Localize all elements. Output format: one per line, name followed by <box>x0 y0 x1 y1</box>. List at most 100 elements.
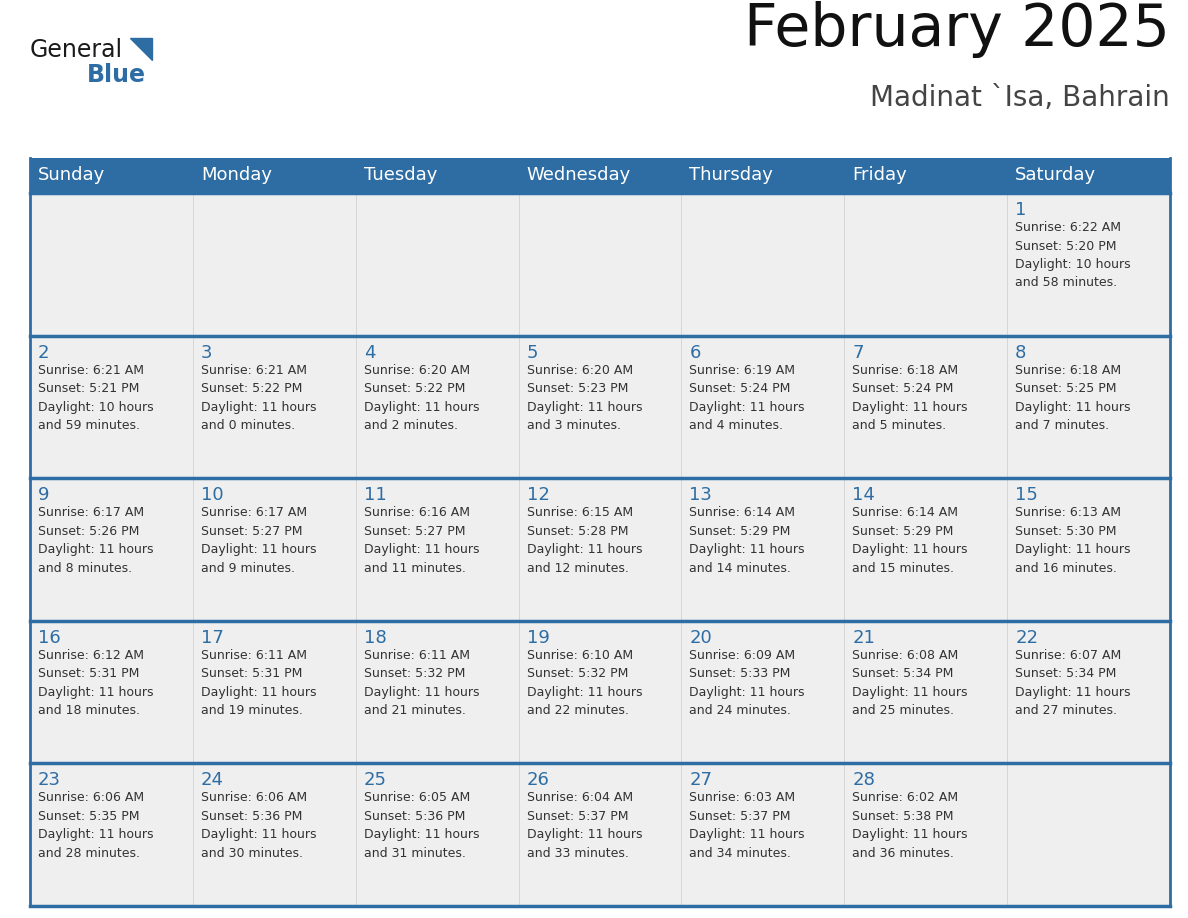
Text: Sunrise: 6:04 AM
Sunset: 5:37 PM
Daylight: 11 hours
and 33 minutes.: Sunrise: 6:04 AM Sunset: 5:37 PM Dayligh… <box>526 791 642 860</box>
Text: Sunrise: 6:19 AM
Sunset: 5:24 PM
Daylight: 11 hours
and 4 minutes.: Sunrise: 6:19 AM Sunset: 5:24 PM Dayligh… <box>689 364 805 432</box>
Bar <box>355 478 519 621</box>
Text: Tuesday: Tuesday <box>364 166 437 185</box>
Text: 24: 24 <box>201 771 223 789</box>
Text: 3: 3 <box>201 343 213 362</box>
Text: Sunrise: 6:06 AM
Sunset: 5:35 PM
Daylight: 11 hours
and 28 minutes.: Sunrise: 6:06 AM Sunset: 5:35 PM Dayligh… <box>38 791 153 860</box>
Bar <box>192 193 355 336</box>
Text: Sunrise: 6:16 AM
Sunset: 5:27 PM
Daylight: 11 hours
and 11 minutes.: Sunrise: 6:16 AM Sunset: 5:27 PM Dayligh… <box>364 506 479 575</box>
Text: 27: 27 <box>689 771 713 789</box>
Bar <box>519 764 682 906</box>
Text: Blue: Blue <box>87 63 146 87</box>
Text: 12: 12 <box>526 487 549 504</box>
Text: Sunrise: 6:02 AM
Sunset: 5:38 PM
Daylight: 11 hours
and 36 minutes.: Sunrise: 6:02 AM Sunset: 5:38 PM Dayligh… <box>852 791 968 860</box>
Text: 10: 10 <box>201 487 223 504</box>
Text: Saturday: Saturday <box>1015 166 1097 185</box>
Text: 2: 2 <box>38 343 50 362</box>
Text: Sunrise: 6:05 AM
Sunset: 5:36 PM
Daylight: 11 hours
and 31 minutes.: Sunrise: 6:05 AM Sunset: 5:36 PM Dayligh… <box>364 791 479 860</box>
Text: Sunday: Sunday <box>38 166 106 185</box>
Text: 20: 20 <box>689 629 712 647</box>
Text: 15: 15 <box>1015 487 1038 504</box>
Bar <box>1007 336 1170 478</box>
Text: Sunrise: 6:10 AM
Sunset: 5:32 PM
Daylight: 11 hours
and 22 minutes.: Sunrise: 6:10 AM Sunset: 5:32 PM Dayligh… <box>526 649 642 717</box>
Text: Sunrise: 6:18 AM
Sunset: 5:24 PM
Daylight: 11 hours
and 5 minutes.: Sunrise: 6:18 AM Sunset: 5:24 PM Dayligh… <box>852 364 968 432</box>
Bar <box>1007 478 1170 621</box>
Bar <box>845 764 1007 906</box>
Bar <box>355 621 519 764</box>
Text: Thursday: Thursday <box>689 166 773 185</box>
Text: Monday: Monday <box>201 166 272 185</box>
Text: Sunrise: 6:11 AM
Sunset: 5:32 PM
Daylight: 11 hours
and 21 minutes.: Sunrise: 6:11 AM Sunset: 5:32 PM Dayligh… <box>364 649 479 717</box>
Text: February 2025: February 2025 <box>744 1 1170 58</box>
Text: Wednesday: Wednesday <box>526 166 631 185</box>
Bar <box>845 193 1007 336</box>
Text: 21: 21 <box>852 629 876 647</box>
Text: Sunrise: 6:14 AM
Sunset: 5:29 PM
Daylight: 11 hours
and 15 minutes.: Sunrise: 6:14 AM Sunset: 5:29 PM Dayligh… <box>852 506 968 575</box>
Bar <box>682 478 845 621</box>
Text: Sunrise: 6:18 AM
Sunset: 5:25 PM
Daylight: 11 hours
and 7 minutes.: Sunrise: 6:18 AM Sunset: 5:25 PM Dayligh… <box>1015 364 1131 432</box>
Text: 14: 14 <box>852 487 876 504</box>
Text: 26: 26 <box>526 771 549 789</box>
Text: 19: 19 <box>526 629 549 647</box>
Text: Sunrise: 6:09 AM
Sunset: 5:33 PM
Daylight: 11 hours
and 24 minutes.: Sunrise: 6:09 AM Sunset: 5:33 PM Dayligh… <box>689 649 805 717</box>
Text: Sunrise: 6:20 AM
Sunset: 5:22 PM
Daylight: 11 hours
and 2 minutes.: Sunrise: 6:20 AM Sunset: 5:22 PM Dayligh… <box>364 364 479 432</box>
Text: 8: 8 <box>1015 343 1026 362</box>
Text: Sunrise: 6:11 AM
Sunset: 5:31 PM
Daylight: 11 hours
and 19 minutes.: Sunrise: 6:11 AM Sunset: 5:31 PM Dayligh… <box>201 649 316 717</box>
Text: Sunrise: 6:13 AM
Sunset: 5:30 PM
Daylight: 11 hours
and 16 minutes.: Sunrise: 6:13 AM Sunset: 5:30 PM Dayligh… <box>1015 506 1131 575</box>
Bar <box>30 193 192 336</box>
Text: 18: 18 <box>364 629 386 647</box>
Bar <box>30 764 192 906</box>
Text: Sunrise: 6:21 AM
Sunset: 5:22 PM
Daylight: 11 hours
and 0 minutes.: Sunrise: 6:21 AM Sunset: 5:22 PM Dayligh… <box>201 364 316 432</box>
Text: 22: 22 <box>1015 629 1038 647</box>
Bar <box>355 193 519 336</box>
Bar <box>519 478 682 621</box>
Bar <box>192 478 355 621</box>
Bar <box>1007 193 1170 336</box>
Text: Sunrise: 6:08 AM
Sunset: 5:34 PM
Daylight: 11 hours
and 25 minutes.: Sunrise: 6:08 AM Sunset: 5:34 PM Dayligh… <box>852 649 968 717</box>
Bar <box>355 764 519 906</box>
Polygon shape <box>129 38 152 60</box>
Text: 28: 28 <box>852 771 876 789</box>
Text: 9: 9 <box>38 487 50 504</box>
Text: Sunrise: 6:20 AM
Sunset: 5:23 PM
Daylight: 11 hours
and 3 minutes.: Sunrise: 6:20 AM Sunset: 5:23 PM Dayligh… <box>526 364 642 432</box>
Bar <box>1007 764 1170 906</box>
Bar <box>682 193 845 336</box>
Bar <box>30 478 192 621</box>
Text: Madinat `Isa, Bahrain: Madinat `Isa, Bahrain <box>871 84 1170 112</box>
Text: Sunrise: 6:15 AM
Sunset: 5:28 PM
Daylight: 11 hours
and 12 minutes.: Sunrise: 6:15 AM Sunset: 5:28 PM Dayligh… <box>526 506 642 575</box>
Bar <box>30 158 1170 193</box>
Bar <box>192 336 355 478</box>
Bar <box>519 621 682 764</box>
Bar <box>30 621 192 764</box>
Text: 11: 11 <box>364 487 386 504</box>
Text: 1: 1 <box>1015 201 1026 219</box>
Text: Sunrise: 6:03 AM
Sunset: 5:37 PM
Daylight: 11 hours
and 34 minutes.: Sunrise: 6:03 AM Sunset: 5:37 PM Dayligh… <box>689 791 805 860</box>
Text: 16: 16 <box>38 629 61 647</box>
Text: Sunrise: 6:22 AM
Sunset: 5:20 PM
Daylight: 10 hours
and 58 minutes.: Sunrise: 6:22 AM Sunset: 5:20 PM Dayligh… <box>1015 221 1131 289</box>
Text: Sunrise: 6:21 AM
Sunset: 5:21 PM
Daylight: 10 hours
and 59 minutes.: Sunrise: 6:21 AM Sunset: 5:21 PM Dayligh… <box>38 364 153 432</box>
Text: 7: 7 <box>852 343 864 362</box>
Bar <box>845 621 1007 764</box>
Bar <box>845 336 1007 478</box>
Text: 4: 4 <box>364 343 375 362</box>
Bar <box>682 621 845 764</box>
Text: Sunrise: 6:14 AM
Sunset: 5:29 PM
Daylight: 11 hours
and 14 minutes.: Sunrise: 6:14 AM Sunset: 5:29 PM Dayligh… <box>689 506 805 575</box>
Bar <box>192 764 355 906</box>
Text: 17: 17 <box>201 629 223 647</box>
Bar <box>519 336 682 478</box>
Text: 25: 25 <box>364 771 387 789</box>
Text: Sunrise: 6:12 AM
Sunset: 5:31 PM
Daylight: 11 hours
and 18 minutes.: Sunrise: 6:12 AM Sunset: 5:31 PM Dayligh… <box>38 649 153 717</box>
Text: 23: 23 <box>38 771 61 789</box>
Bar <box>682 764 845 906</box>
Bar <box>30 336 192 478</box>
Bar <box>519 193 682 336</box>
Text: General: General <box>30 38 124 62</box>
Text: 5: 5 <box>526 343 538 362</box>
Bar <box>1007 621 1170 764</box>
Bar <box>192 621 355 764</box>
Text: Friday: Friday <box>852 166 906 185</box>
Bar <box>682 336 845 478</box>
Text: Sunrise: 6:06 AM
Sunset: 5:36 PM
Daylight: 11 hours
and 30 minutes.: Sunrise: 6:06 AM Sunset: 5:36 PM Dayligh… <box>201 791 316 860</box>
Bar <box>845 478 1007 621</box>
Text: 6: 6 <box>689 343 701 362</box>
Text: Sunrise: 6:07 AM
Sunset: 5:34 PM
Daylight: 11 hours
and 27 minutes.: Sunrise: 6:07 AM Sunset: 5:34 PM Dayligh… <box>1015 649 1131 717</box>
